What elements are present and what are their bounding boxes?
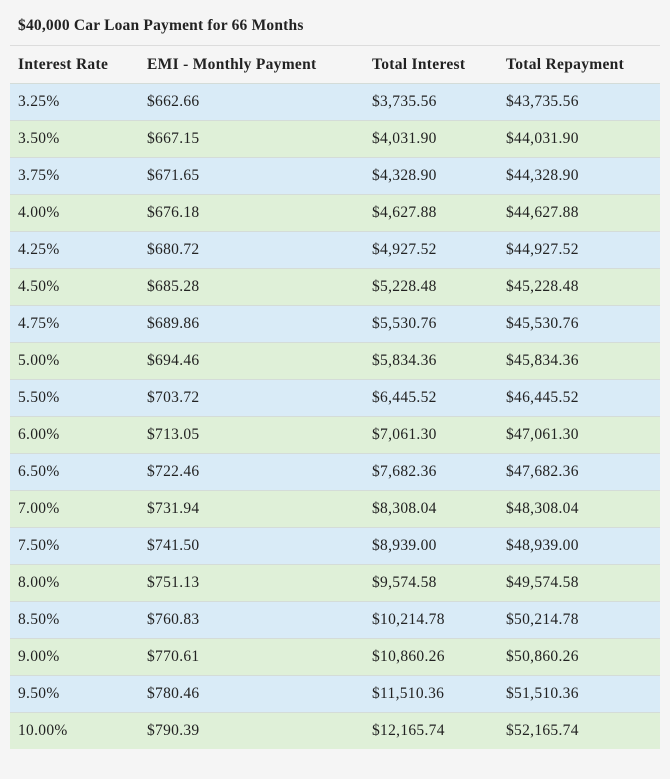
table-row: 8.00% $751.13 $9,574.58 $49,574.58: [10, 564, 660, 602]
cell-total-interest: $10,860.26: [364, 638, 498, 676]
cell-interest-rate: 3.25%: [10, 83, 139, 121]
header-total-repayment: Total Repayment: [506, 55, 625, 73]
cell-total-interest: $5,228.48: [364, 268, 498, 306]
cell-emi: $770.61: [139, 638, 364, 676]
table-row: 9.50% $780.46 $11,510.36 $51,510.36: [10, 675, 660, 713]
cell-total-repayment: $46,445.52: [498, 379, 660, 417]
table-row: 6.50% $722.46 $7,682.36 $47,682.36: [10, 453, 660, 491]
cell-total-interest: $4,328.90: [364, 157, 498, 195]
cell-total-repayment: $48,939.00: [498, 527, 660, 565]
table-row: 4.50% $685.28 $5,228.48 $45,228.48: [10, 268, 660, 306]
cell-total-repayment: $45,530.76: [498, 305, 660, 343]
cell-emi: $741.50: [139, 527, 364, 565]
cell-total-repayment: $48,308.04: [498, 490, 660, 528]
cell-emi: $685.28: [139, 268, 364, 306]
cell-interest-rate: 4.75%: [10, 305, 139, 343]
cell-interest-rate: 8.50%: [10, 601, 139, 639]
cell-total-repayment: $44,627.88: [498, 194, 660, 232]
table-row: 4.00% $676.18 $4,627.88 $44,627.88: [10, 194, 660, 232]
cell-interest-rate: 7.50%: [10, 527, 139, 565]
cell-total-repayment: $44,031.90: [498, 120, 660, 158]
cell-emi: $713.05: [139, 416, 364, 454]
table-row: 5.50% $703.72 $6,445.52 $46,445.52: [10, 379, 660, 417]
cell-total-interest: $8,939.00: [364, 527, 498, 565]
cell-total-interest: $5,834.36: [364, 342, 498, 380]
table-row: 5.00% $694.46 $5,834.36 $45,834.36: [10, 342, 660, 380]
cell-total-interest: $4,627.88: [364, 194, 498, 232]
cell-total-repayment: $47,682.36: [498, 453, 660, 491]
table-row: 10.00% $790.39 $12,165.74 $52,165.74: [10, 712, 660, 749]
table-row: 3.75% $671.65 $4,328.90 $44,328.90: [10, 157, 660, 195]
cell-total-interest: $3,735.56: [364, 83, 498, 121]
table-body: 3.25% $662.66 $3,735.56 $43,735.56 3.50% $667…: [10, 83, 660, 749]
cell-total-repayment: $47,061.30: [498, 416, 660, 454]
table-row: 7.50% $741.50 $8,939.00 $48,939.00: [10, 527, 660, 565]
cell-total-repayment: $50,860.26: [498, 638, 660, 676]
cell-interest-rate: 8.00%: [10, 564, 139, 602]
cell-emi: $671.65: [139, 157, 364, 195]
cell-total-interest: $6,445.52: [364, 379, 498, 417]
cell-total-repayment: $45,834.36: [498, 342, 660, 380]
table-row: 7.00% $731.94 $8,308.04 $48,308.04: [10, 490, 660, 528]
loan-payment-table: Interest Rate EMI - Monthly Payment Tota…: [10, 46, 660, 749]
cell-total-repayment: $52,165.74: [498, 712, 660, 749]
table-row: 4.75% $689.86 $5,530.76 $45,530.76: [10, 305, 660, 343]
cell-interest-rate: 4.50%: [10, 268, 139, 306]
cell-emi: $689.86: [139, 305, 364, 343]
cell-interest-rate: 3.50%: [10, 120, 139, 158]
cell-interest-rate: 10.00%: [10, 712, 139, 749]
table-row: 3.50% $667.15 $4,031.90 $44,031.90: [10, 120, 660, 158]
cell-total-interest: $7,061.30: [364, 416, 498, 454]
cell-emi: $751.13: [139, 564, 364, 602]
cell-total-repayment: $49,574.58: [498, 564, 660, 602]
cell-total-interest: $4,927.52: [364, 231, 498, 269]
cell-emi: $694.46: [139, 342, 364, 380]
cell-emi: $790.39: [139, 712, 364, 749]
cell-total-repayment: $44,328.90: [498, 157, 660, 195]
header-total-interest: Total Interest: [372, 55, 466, 73]
cell-interest-rate: 6.50%: [10, 453, 139, 491]
cell-interest-rate: 7.00%: [10, 490, 139, 528]
cell-emi: $662.66: [139, 83, 364, 121]
cell-interest-rate: 3.75%: [10, 157, 139, 195]
cell-total-repayment: $50,214.78: [498, 601, 660, 639]
cell-total-interest: $9,574.58: [364, 564, 498, 602]
cell-total-interest: $10,214.78: [364, 601, 498, 639]
cell-interest-rate: 5.50%: [10, 379, 139, 417]
cell-total-interest: $12,165.74: [364, 712, 498, 749]
cell-total-interest: $4,031.90: [364, 120, 498, 158]
cell-interest-rate: 9.00%: [10, 638, 139, 676]
cell-interest-rate: 4.25%: [10, 231, 139, 269]
table-row: 6.00% $713.05 $7,061.30 $47,061.30: [10, 416, 660, 454]
cell-total-repayment: $44,927.52: [498, 231, 660, 269]
cell-interest-rate: 9.50%: [10, 675, 139, 713]
cell-emi: $680.72: [139, 231, 364, 269]
table-row: 4.25% $680.72 $4,927.52 $44,927.52: [10, 231, 660, 269]
table-title: $40,000 Car Loan Payment for 66 Months: [10, 0, 660, 46]
header-emi: EMI - Monthly Payment: [147, 55, 317, 73]
cell-emi: $731.94: [139, 490, 364, 528]
loan-table-container: $40,000 Car Loan Payment for 66 Months I…: [10, 0, 660, 749]
cell-emi: $780.46: [139, 675, 364, 713]
table-row: 9.00% $770.61 $10,860.26 $50,860.26: [10, 638, 660, 676]
cell-total-repayment: $45,228.48: [498, 268, 660, 306]
cell-interest-rate: 4.00%: [10, 194, 139, 232]
cell-total-repayment: $43,735.56: [498, 83, 660, 121]
cell-total-interest: $7,682.36: [364, 453, 498, 491]
cell-interest-rate: 6.00%: [10, 416, 139, 454]
cell-interest-rate: 5.00%: [10, 342, 139, 380]
cell-emi: $760.83: [139, 601, 364, 639]
table-row: 8.50% $760.83 $10,214.78 $50,214.78: [10, 601, 660, 639]
cell-emi: $722.46: [139, 453, 364, 491]
cell-total-interest: $11,510.36: [364, 675, 498, 713]
header-interest-rate: Interest Rate: [18, 55, 109, 73]
header-row: Interest Rate EMI - Monthly Payment Tota…: [10, 46, 660, 84]
cell-total-repayment: $51,510.36: [498, 675, 660, 713]
cell-emi: $703.72: [139, 379, 364, 417]
cell-emi: $676.18: [139, 194, 364, 232]
cell-total-interest: $5,530.76: [364, 305, 498, 343]
table-row: 3.25% $662.66 $3,735.56 $43,735.56: [10, 83, 660, 121]
cell-total-interest: $8,308.04: [364, 490, 498, 528]
cell-emi: $667.15: [139, 120, 364, 158]
